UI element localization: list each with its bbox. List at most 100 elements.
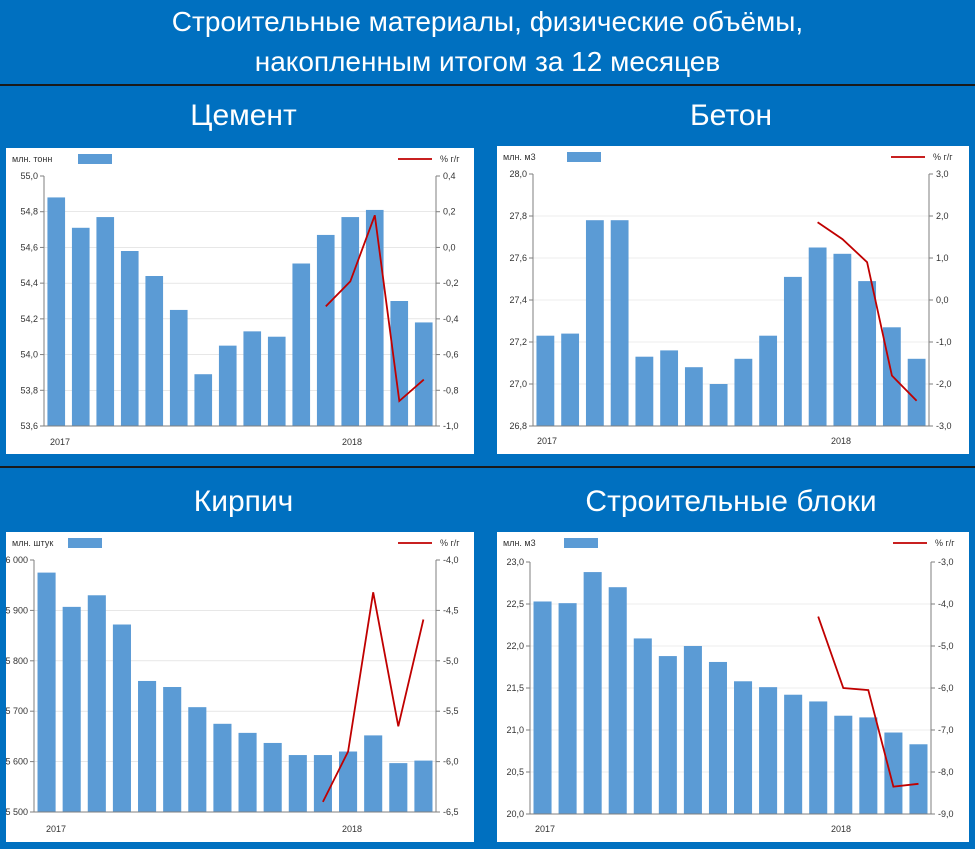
- bar: [683, 646, 702, 814]
- bar: [120, 251, 139, 426]
- bar: [390, 301, 409, 426]
- bar: [635, 356, 654, 426]
- right-tick-label: 3,0: [936, 169, 949, 179]
- left-tick-label: 27,4: [509, 295, 527, 305]
- divider-top: [0, 84, 975, 86]
- bar: [533, 601, 552, 814]
- right-tick-label: -0,8: [443, 385, 459, 395]
- left-tick-label: 27,0: [509, 379, 527, 389]
- left-unit-label: млн. м3: [503, 538, 536, 548]
- left-tick-label: 5 600: [6, 757, 28, 767]
- bar: [809, 701, 828, 814]
- bar: [610, 220, 629, 426]
- bar: [536, 335, 555, 426]
- right-tick-label: -6,5: [443, 807, 459, 817]
- right-tick-label: 0,2: [443, 207, 456, 217]
- chart-title-brick: Кирпич: [193, 485, 294, 518]
- left-unit-label: млн. штук: [12, 538, 53, 548]
- bar: [608, 587, 627, 814]
- bar: [267, 336, 286, 426]
- left-tick-label: 6 000: [6, 555, 28, 565]
- bar: [96, 217, 115, 426]
- bar: [684, 367, 703, 426]
- left-tick-label: 5 900: [6, 605, 28, 615]
- bar: [169, 309, 188, 426]
- chart-brick: 6 000 5 900 5 800 5 700 5 600 5 500 -4,0 -4,5 -5…: [6, 538, 460, 834]
- bar: [71, 227, 90, 426]
- bar: [734, 681, 753, 814]
- left-tick-label: 53,6: [20, 421, 38, 431]
- bar: [339, 751, 358, 812]
- left-tick-label: 54,6: [20, 242, 38, 252]
- right-tick-label: -5,5: [443, 706, 459, 716]
- chart-concrete: 28,0 27,8 27,6 27,4 27,2 27,0 26,8 3,0 2,0 1,0 0,0…: [503, 152, 953, 446]
- right-unit-label: % г/г: [440, 154, 460, 164]
- yoy-line: [817, 616, 919, 788]
- bar: [414, 760, 433, 812]
- right-tick-label: -4,0: [938, 599, 954, 609]
- chart-title-concrete: Бетон: [689, 99, 773, 132]
- bar: [759, 335, 778, 426]
- legend-bar-swatch: [567, 152, 601, 162]
- right-tick-label: 0,0: [443, 242, 456, 252]
- left-tick-label: 23,0: [506, 557, 524, 567]
- left-tick-label: 21,5: [506, 683, 524, 693]
- bar: [660, 350, 679, 426]
- left-tick-label: 27,2: [509, 337, 527, 347]
- right-tick-label: -5,0: [443, 656, 459, 666]
- bar: [188, 707, 207, 812]
- bar: [583, 572, 602, 814]
- bar: [138, 680, 157, 812]
- x-label-2017: 2017: [535, 824, 555, 834]
- right-tick-label: -6,0: [938, 683, 954, 693]
- yoy-line: [322, 592, 425, 803]
- right-tick-label: -6,0: [443, 757, 459, 767]
- bar: [62, 606, 81, 812]
- chart-title-cement: Цемент: [190, 99, 297, 132]
- x-label-2018: 2018: [831, 436, 851, 446]
- bar: [783, 276, 802, 426]
- bar: [194, 374, 213, 426]
- chart-title-blocks: Строительные блоки: [585, 485, 877, 518]
- right-tick-label: -3,0: [936, 421, 952, 431]
- bar: [87, 595, 106, 812]
- x-label-2017: 2017: [46, 824, 66, 834]
- left-tick-label: 26,8: [509, 421, 527, 431]
- left-tick-label: 54,2: [20, 314, 38, 324]
- bar: [708, 661, 727, 814]
- bar: [364, 735, 383, 812]
- x-label-2018: 2018: [831, 824, 851, 834]
- bar: [907, 358, 926, 426]
- chart-panel-brick: 6 000 5 900 5 800 5 700 5 600 5 500 -4,0 -4,5 -5…: [6, 532, 474, 842]
- bar: [365, 209, 384, 426]
- right-tick-label: 0,4: [443, 171, 456, 181]
- bar: [658, 656, 677, 814]
- left-tick-label: 54,0: [20, 350, 38, 360]
- right-tick-label: -3,0: [938, 557, 954, 567]
- bar: [218, 345, 237, 426]
- bar: [243, 331, 262, 426]
- left-tick-label: 22,0: [506, 641, 524, 651]
- bar: [112, 624, 131, 812]
- right-tick-label: -5,0: [938, 641, 954, 651]
- left-tick-label: 54,8: [20, 207, 38, 217]
- bar: [37, 572, 56, 812]
- chart-panel-blocks: 23,0 22,5 22,0 21,5 21,0 20,5 20,0 -3,0 -4,0 -5,0…: [497, 532, 969, 842]
- chart-blocks: 23,0 22,5 22,0 21,5 21,0 20,5 20,0 -3,0 -4,0 -5,0…: [503, 538, 955, 834]
- left-tick-label: 28,0: [509, 169, 527, 179]
- bar: [808, 247, 827, 426]
- right-tick-label: 1,0: [936, 253, 949, 263]
- bar: [341, 217, 360, 426]
- bar: [585, 220, 604, 426]
- chart-cement: 55,0 54,8 54,6 54,4 54,2 54,0 53,8 53,6 0,4 0,2 0,…: [12, 154, 460, 447]
- legend-bar-swatch: [78, 154, 112, 164]
- bar: [784, 694, 803, 814]
- right-tick-label: -0,2: [443, 278, 459, 288]
- bar: [759, 687, 778, 814]
- right-tick-label: -4,5: [443, 605, 459, 615]
- main-title-line1: Строительные материалы, физические объём…: [171, 6, 804, 37]
- x-label-2018: 2018: [342, 824, 362, 834]
- bar: [145, 276, 164, 426]
- left-unit-label: млн. тонн: [12, 154, 52, 164]
- legend-bar-swatch: [564, 538, 598, 548]
